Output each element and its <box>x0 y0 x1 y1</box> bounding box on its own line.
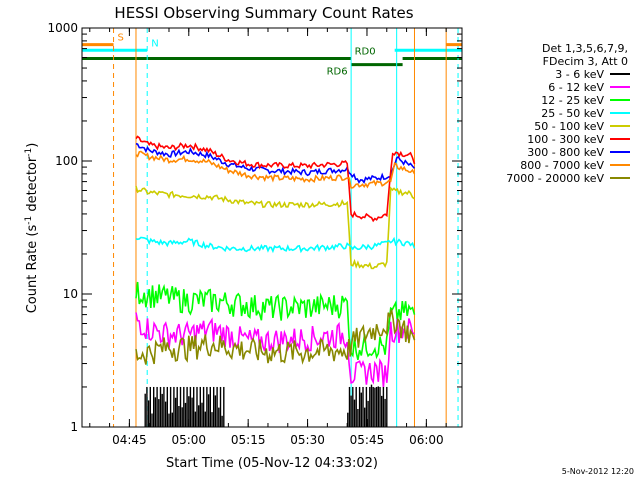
timestamp: 5-Nov-2012 12:20 <box>562 467 634 476</box>
y-axis-label: Count Rate (s-1 detector-1) <box>24 143 40 314</box>
legend-label: 25 - 50 keV <box>541 107 604 120</box>
legend-label: 7000 - 20000 keV <box>506 172 604 185</box>
legend: Det 1,3,5,6,7,9,FDecim 3, Att 03 - 6 keV… <box>506 42 630 185</box>
legend-label: 800 - 7000 keV <box>520 159 604 172</box>
y-axis-label-sup2: -1 <box>24 148 34 157</box>
chart-title: HESSI Observing Summary Count Rates <box>114 4 413 22</box>
legend-header: FDecim 3, Att 0 <box>543 55 628 68</box>
x-tick-label: 05:15 <box>231 433 266 447</box>
x-tick-label: 05:00 <box>171 433 206 447</box>
x-tick-label: 05:30 <box>290 433 325 447</box>
legend-label: 300 - 800 keV <box>527 146 604 159</box>
series-3-6-kev <box>144 384 388 427</box>
legend-label: 3 - 6 keV <box>555 68 604 81</box>
series-lines <box>135 135 416 427</box>
legend-label: 12 - 25 keV <box>541 94 604 107</box>
series-25-50-kev <box>135 236 416 254</box>
legend-label: 6 - 12 keV <box>548 81 604 94</box>
flag-label-n: N <box>151 38 158 49</box>
x-tick-label: 04:45 <box>112 433 147 447</box>
flag-label-rd6: RD6 <box>327 67 348 78</box>
y-tick-label: 1 <box>70 420 78 434</box>
x-tick-label: 06:00 <box>409 433 444 447</box>
x-axis-label: Start Time (05-Nov-12 04:33:02) <box>166 456 378 471</box>
y-tick-label: 1000 <box>47 21 78 35</box>
flag-bars: S N RD0 RD6 <box>82 33 462 78</box>
series-7000-20000-kev <box>135 309 416 365</box>
flag-label-s: S <box>118 33 124 44</box>
x-tick-label: 05:45 <box>350 433 385 447</box>
y-tick-label: 100 <box>55 154 78 168</box>
legend-label: 100 - 300 keV <box>527 133 604 146</box>
y-axis: 1 10 100 1000 <box>47 21 462 434</box>
plot-frame <box>81 27 463 428</box>
x-axis: 04:45 05:00 05:15 05:30 05:45 06:00 <box>89 28 447 447</box>
series-300-800-kev <box>135 142 416 184</box>
series-800-7000-kev <box>135 150 416 189</box>
series-50-100-kev <box>135 185 415 270</box>
y-axis-label-end: ) <box>25 143 40 148</box>
attenuator-lines <box>113 28 459 427</box>
y-axis-label-main: Count Rate (s <box>25 225 40 314</box>
series-100-300-kev <box>135 135 416 223</box>
y-axis-label-sup: -1 <box>24 216 34 225</box>
y-tick-label: 10 <box>63 287 78 301</box>
series-12-25-kev <box>135 281 416 360</box>
series-6-12-kev <box>135 312 415 388</box>
flag-label-rd0: RD0 <box>355 46 376 57</box>
legend-label: 50 - 100 keV <box>534 120 604 133</box>
y-axis-label-mid: detector <box>25 156 40 216</box>
legend-header: Det 1,3,5,6,7,9, <box>542 42 628 55</box>
